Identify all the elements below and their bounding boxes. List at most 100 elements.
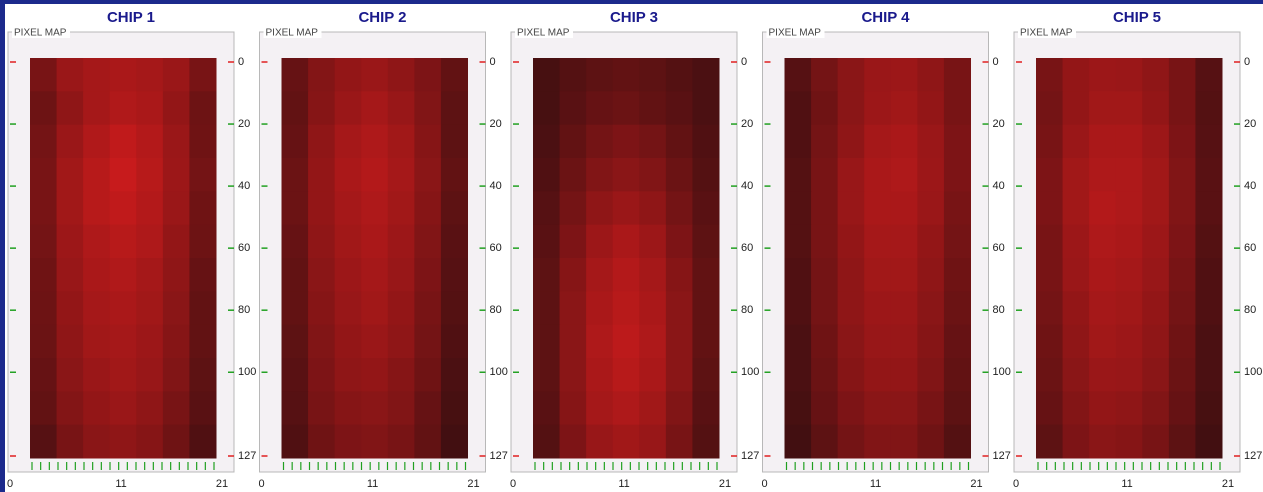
- pixel-cell: [890, 191, 918, 226]
- pixel-cell: [1168, 391, 1196, 426]
- pixel-cell: [890, 91, 918, 126]
- pixel-cell: [917, 191, 945, 226]
- pixel-cell: [890, 58, 918, 92]
- pixel-cell: [281, 424, 309, 459]
- pixel-cell: [586, 158, 614, 192]
- pixel-cell: [784, 158, 812, 192]
- pixel-cell: [665, 358, 693, 392]
- pixel-cell: [1168, 324, 1196, 359]
- pixel-cell: [136, 391, 164, 426]
- pixel-cell: [1089, 258, 1117, 292]
- pixel-cell: [1168, 58, 1196, 92]
- pixel-cell: [1142, 158, 1170, 192]
- pixel-cell: [56, 424, 84, 459]
- pixel-cell: [864, 391, 892, 426]
- pixel-cell: [811, 224, 839, 259]
- pixel-cell: [281, 58, 309, 92]
- pixel-cell: [83, 124, 111, 159]
- pixel-cell: [612, 258, 640, 292]
- pixel-cell: [56, 124, 84, 159]
- pixel-cell: [1195, 291, 1223, 326]
- pixel-cell: [559, 158, 587, 192]
- pixel-cell: [387, 91, 415, 126]
- pixel-cell: [811, 158, 839, 192]
- pixel-cell: [1062, 291, 1090, 326]
- pixel-cell: [1036, 324, 1064, 359]
- y-tick-label: 40: [238, 180, 250, 192]
- pixel-cell: [361, 158, 389, 192]
- y-tick-label: 127: [741, 450, 759, 462]
- pixel-cell: [1142, 258, 1170, 292]
- pixel-cell: [639, 91, 667, 126]
- chip-title: CHIP 1: [107, 9, 155, 26]
- pixel-cell: [586, 258, 614, 292]
- pixel-cell: [414, 124, 442, 159]
- pixel-cell: [1195, 358, 1223, 392]
- pixel-cell: [162, 224, 190, 259]
- pixel-cell: [109, 424, 137, 459]
- pixel-cell: [414, 291, 442, 326]
- pixel-cell: [811, 191, 839, 226]
- pixel-cell: [440, 158, 468, 192]
- pixel-cell: [387, 158, 415, 192]
- pixel-cell: [387, 424, 415, 459]
- frame-label-bg: [263, 26, 322, 38]
- pixel-cell: [1036, 124, 1064, 159]
- pixel-cell: [414, 391, 442, 426]
- pixel-cell: [361, 224, 389, 259]
- pixel-cell: [189, 191, 217, 226]
- pixel-cell: [308, 158, 336, 192]
- pixel-cell: [917, 91, 945, 126]
- pixel-cell: [890, 158, 918, 192]
- pixel-cell: [890, 424, 918, 459]
- pixel-cell: [162, 258, 190, 292]
- pixel-cell: [281, 291, 309, 326]
- pixel-cell: [56, 191, 84, 226]
- frame-label: PIXEL MAP: [1020, 28, 1073, 39]
- pixel-cell: [559, 58, 587, 92]
- pixel-cell: [162, 291, 190, 326]
- pixel-cell: [784, 58, 812, 92]
- pixel-cell: [281, 191, 309, 226]
- pixel-cell: [784, 191, 812, 226]
- pixel-cell: [533, 58, 561, 92]
- pixel-cell: [943, 324, 971, 359]
- pixel-cell: [1036, 358, 1064, 392]
- pixel-cell: [189, 124, 217, 159]
- pixel-cell: [414, 424, 442, 459]
- pixel-cell: [943, 91, 971, 126]
- pixel-cell: [559, 91, 587, 126]
- pixel-cell: [559, 191, 587, 226]
- pixel-cell: [361, 191, 389, 226]
- y-tick-label: 80: [741, 304, 753, 316]
- pixel-cell: [784, 358, 812, 392]
- pixel-cell: [109, 124, 137, 159]
- pixel-cell: [1168, 191, 1196, 226]
- pixel-cell: [665, 191, 693, 226]
- pixel-cell: [109, 158, 137, 192]
- pixel-cell: [189, 291, 217, 326]
- pixel-cell: [1036, 91, 1064, 126]
- pixel-cell: [334, 224, 362, 259]
- y-tick-label: 60: [238, 242, 250, 254]
- pixel-cell: [334, 391, 362, 426]
- x-tick-label: 0: [510, 478, 516, 490]
- pixel-cell: [533, 358, 561, 392]
- pixel-cell: [387, 324, 415, 359]
- x-tick-label: 21: [719, 478, 731, 490]
- pixel-cell: [1089, 391, 1117, 426]
- pixel-cell: [665, 91, 693, 126]
- pixel-cell: [1195, 324, 1223, 359]
- pixel-cell: [1168, 91, 1196, 126]
- pixel-cell: [612, 91, 640, 126]
- pixel-cell: [639, 191, 667, 226]
- pixel-cell: [784, 124, 812, 159]
- pixel-cell: [281, 258, 309, 292]
- pixel-cell: [1142, 224, 1170, 259]
- pixel-cell: [334, 258, 362, 292]
- y-tick-label: 100: [490, 366, 508, 378]
- pixel-cell: [56, 258, 84, 292]
- pixel-cell: [1089, 291, 1117, 326]
- pixel-cell: [109, 224, 137, 259]
